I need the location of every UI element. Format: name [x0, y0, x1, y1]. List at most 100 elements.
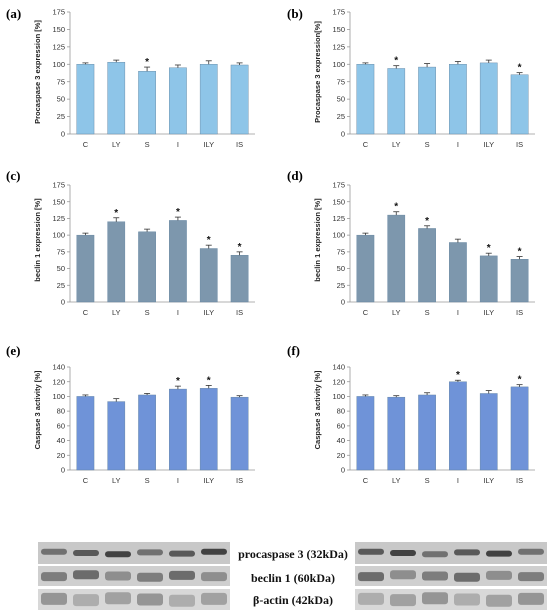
panel-c-label: (c)	[6, 168, 20, 183]
panel-a-bar	[107, 61, 126, 135]
panel-e-bar	[107, 401, 126, 471]
panel-f-category-label: LY	[392, 476, 401, 485]
panel-e-ytick-label: 80	[57, 407, 65, 416]
panel-c-bar	[76, 234, 95, 303]
panel-d-category-label: ILY	[483, 308, 494, 317]
panel-b-ytick-label: 25	[337, 112, 345, 121]
panel-b-bar	[510, 74, 529, 135]
panel-a-category-label: C	[83, 140, 89, 149]
blot-band	[390, 570, 416, 580]
panel-d-category-label: S	[425, 308, 430, 317]
panel-b: (b) Procaspase 3 expression[%] 0 25 50 75 10…	[287, 6, 535, 149]
blot-band	[486, 570, 512, 580]
panel-e-ytick-label: 60	[57, 421, 65, 430]
panel-a: (a) Procaspase 3 expression [%] 0 25 50 75 1…	[6, 6, 255, 149]
blot-band	[137, 549, 163, 556]
panel-f-ytick-label: 80	[337, 407, 345, 416]
panel-f-bar	[479, 393, 498, 471]
panel-b-ylabel: Procaspase 3 expression[%]	[313, 21, 322, 123]
panel-c-ytick-label: 75	[57, 247, 65, 256]
panel-a-ylabel: Procaspase 3 expression [%]	[33, 20, 42, 124]
panel-f-plot: 0 20 40 60 80 100 120 140 C LY S * I ILY * IS	[332, 363, 535, 485]
panel-a-category-label: ILY	[203, 140, 214, 149]
blot-band	[41, 572, 67, 582]
panel-f-ytick-label: 120	[332, 377, 345, 386]
panel-c-bar	[107, 221, 126, 303]
blot-band	[201, 548, 227, 555]
panel-d-bar	[479, 255, 498, 303]
panel-d-category-label: IS	[516, 308, 523, 317]
panel-c-category-label: I	[177, 308, 179, 317]
panel-e-ytick-label: 0	[61, 466, 65, 475]
panel-d-significance-mark: *	[487, 243, 491, 254]
panel-b-category-label: IS	[516, 140, 523, 149]
panel-b-ytick-label: 175	[332, 8, 345, 17]
panel-c-category-label: C	[83, 308, 89, 317]
panel-a-category-label: I	[177, 140, 179, 149]
blot-band	[422, 571, 448, 581]
panel-f-ytick-label: 0	[341, 466, 345, 475]
panel-d-ytick-label: 150	[332, 197, 345, 206]
panel-c-bar	[230, 254, 249, 303]
panel-e-ytick-label: 100	[52, 392, 65, 401]
blot-band	[422, 551, 448, 558]
panel-b-category-label: S	[425, 140, 430, 149]
panel-e-category-label: C	[83, 476, 89, 485]
panel-f-ylabel: Caspase 3 activity [%]	[313, 370, 322, 449]
panel-b-category-label: LY	[392, 140, 401, 149]
panel-a-ytick-label: 125	[52, 42, 65, 51]
panel-d-significance-mark: *	[518, 247, 522, 258]
panel-f: (f) Caspase 3 activity [%] 0 20 40 60 80 100 1…	[287, 343, 535, 485]
panel-c-plot: 0 25 50 75 100 125 150 175 C * LY S * I * ILY * IS	[52, 181, 255, 317]
blot-band	[137, 572, 163, 582]
panel-d-ytick-label: 125	[332, 214, 345, 223]
blot-band	[358, 548, 384, 555]
panel-b-category-label: I	[457, 140, 459, 149]
panel-b-label: (b)	[287, 6, 303, 21]
blot-band	[169, 570, 195, 580]
panel-e-category-label: IS	[236, 476, 243, 485]
panel-e-significance-mark: *	[207, 375, 211, 386]
panel-d-bar	[418, 228, 436, 303]
panel-a-plot: 0 25 50 75 100 125 150 175 C LY * S I ILY IS	[52, 8, 255, 149]
panel-d-significance-mark: *	[394, 202, 398, 213]
panel-e-ytick-label: 40	[57, 436, 65, 445]
blot-label-actin: β-actin (42kDa)	[253, 593, 333, 607]
panel-f-bar	[387, 396, 406, 471]
blot-band	[518, 592, 544, 605]
panel-d-ylabel: beclin 1 expression [%]	[313, 198, 322, 282]
blot-band	[137, 593, 163, 606]
blot-band	[105, 592, 131, 605]
blot-strip	[38, 542, 230, 564]
panel-c-ytick-label: 50	[57, 264, 65, 273]
panel-d-bar	[356, 234, 375, 303]
blot-band	[518, 572, 544, 582]
blot-strip	[355, 542, 547, 564]
blot-band	[454, 572, 480, 582]
panel-a-ytick-label: 75	[57, 77, 65, 86]
panel-d-ytick-label: 0	[341, 298, 345, 307]
panel-c-ytick-label: 25	[57, 281, 65, 290]
panel-e-bar	[76, 396, 95, 471]
panel-c-significance-mark: *	[114, 208, 118, 219]
panel-f-significance-mark: *	[518, 375, 522, 386]
blot-band	[73, 594, 99, 607]
panel-e-ytick-label: 140	[52, 363, 65, 372]
panel-a-category-label: LY	[112, 140, 121, 149]
panel-a-bar	[76, 64, 95, 135]
blot-band	[169, 550, 195, 557]
panel-a-ytick-label: 0	[61, 130, 65, 139]
blot-band	[105, 571, 131, 581]
panel-f-category-label: IS	[516, 476, 523, 485]
panel-b-bar	[387, 68, 406, 135]
panel-a-bar	[138, 71, 156, 135]
panel-a-label: (a)	[6, 6, 21, 21]
panel-e-ylabel: Caspase 3 activity [%]	[33, 370, 42, 449]
blot-band	[358, 572, 384, 582]
panel-f-bar	[510, 386, 529, 471]
western-blot: procaspase 3 (32kDa) beclin 1 (60kDa) β-…	[38, 542, 547, 610]
panel-e-label: (e)	[6, 343, 20, 358]
panel-e: (e) Caspase 3 activity [%] 0 20 40 60 80 100 1…	[6, 343, 255, 485]
panel-b-plot: 0 25 50 75 100 125 150 175 C * LY S I ILY * IS	[332, 8, 535, 149]
